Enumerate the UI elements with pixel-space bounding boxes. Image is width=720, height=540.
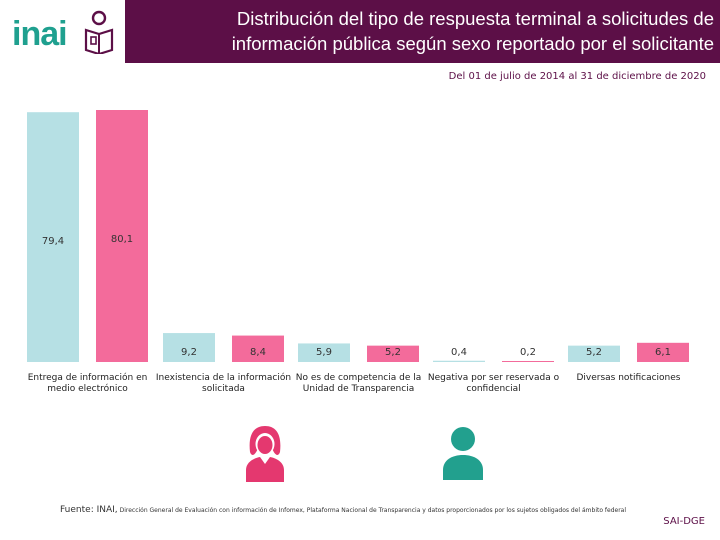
woman-icon [246,426,284,482]
value-label-hombre-3: 0,4 [451,347,467,358]
value-label-mujer-4: 6,1 [655,347,671,358]
bar-mujer-1 [232,335,284,362]
category-label-2-1: Unidad de Transparencia [303,384,414,394]
value-label-mujer-2: 5,2 [385,347,401,358]
value-label-mujer-0: 80,1 [111,234,133,245]
category-label-1-0: Inexistencia de la información [156,372,291,383]
value-label-hombre-1: 9,2 [181,347,197,358]
bar-mujer-4 [637,342,689,362]
reading-person-icon [84,10,114,54]
header-banner: Distribución del tipo de respuesta termi… [125,0,720,63]
bar-hombre-3 [433,360,485,362]
footer-tag: SAI-DGE [663,516,705,527]
footer-source: Fuente: INAI, Dirección General de Evalu… [60,505,660,516]
category-label-3-1: confidencial [466,384,520,394]
footer-text: Dirección General de Evaluación con info… [119,507,627,514]
bar-hombre-2 [298,343,350,362]
date-range-subtitle: Del 01 de julio de 2014 al 31 de diciemb… [448,71,706,82]
category-label-0-0: Entrega de información en [28,372,148,383]
page-title: Distribución del tipo de respuesta termi… [231,8,714,54]
category-label-0-1: medio electrónico [47,383,128,394]
category-label-1-1: solicitada [202,384,245,394]
footer-lead: Fuente: INAI, [60,505,118,515]
value-label-mujer-3: 0,2 [520,347,536,358]
bar-hombre-0 [27,112,79,363]
value-label-hombre-2: 5,9 [316,347,332,358]
value-label-hombre-4: 5,2 [586,347,602,358]
bar-mujer-0 [96,110,148,362]
bar-hombre-1 [163,333,215,362]
value-label-mujer-1: 8,4 [250,347,266,358]
category-label-3-0: Negativa por ser reservada o [428,373,560,383]
value-label-hombre-0: 79,4 [42,236,64,247]
man-icon [443,427,483,480]
bar-mujer-2 [367,345,419,362]
category-label-2-0: No es de competencia de la [296,373,422,383]
bar-mujer-3 [502,361,554,362]
bar-hombre-4 [568,345,620,362]
category-label-4-0: Diversas notificaciones [576,373,680,383]
logo: inai [0,0,125,63]
logo-text: inai [12,15,68,53]
